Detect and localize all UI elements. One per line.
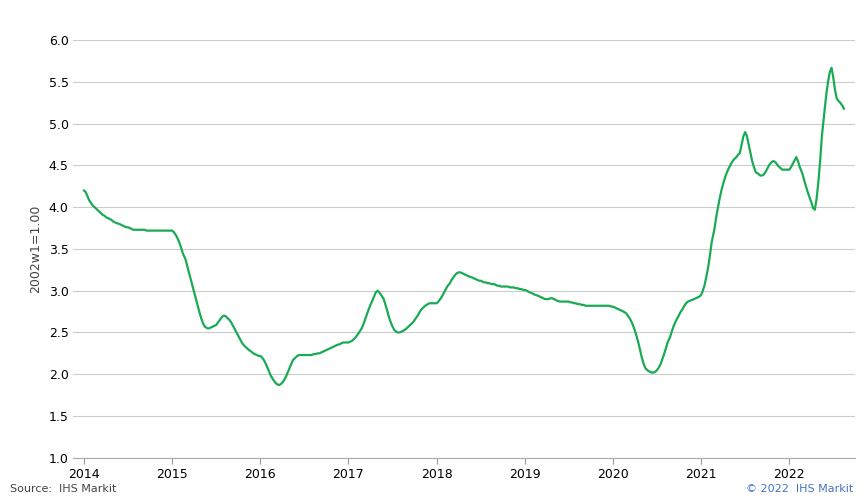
Text: Source:  IHS Markit: Source: IHS Markit [10,484,117,494]
Y-axis label: 2002w1=1.00: 2002w1=1.00 [29,205,41,293]
Text: IHS Markit Materials  Price Index: IHS Markit Materials Price Index [10,13,359,32]
Text: © 2022  IHS Markit: © 2022 IHS Markit [746,484,854,494]
